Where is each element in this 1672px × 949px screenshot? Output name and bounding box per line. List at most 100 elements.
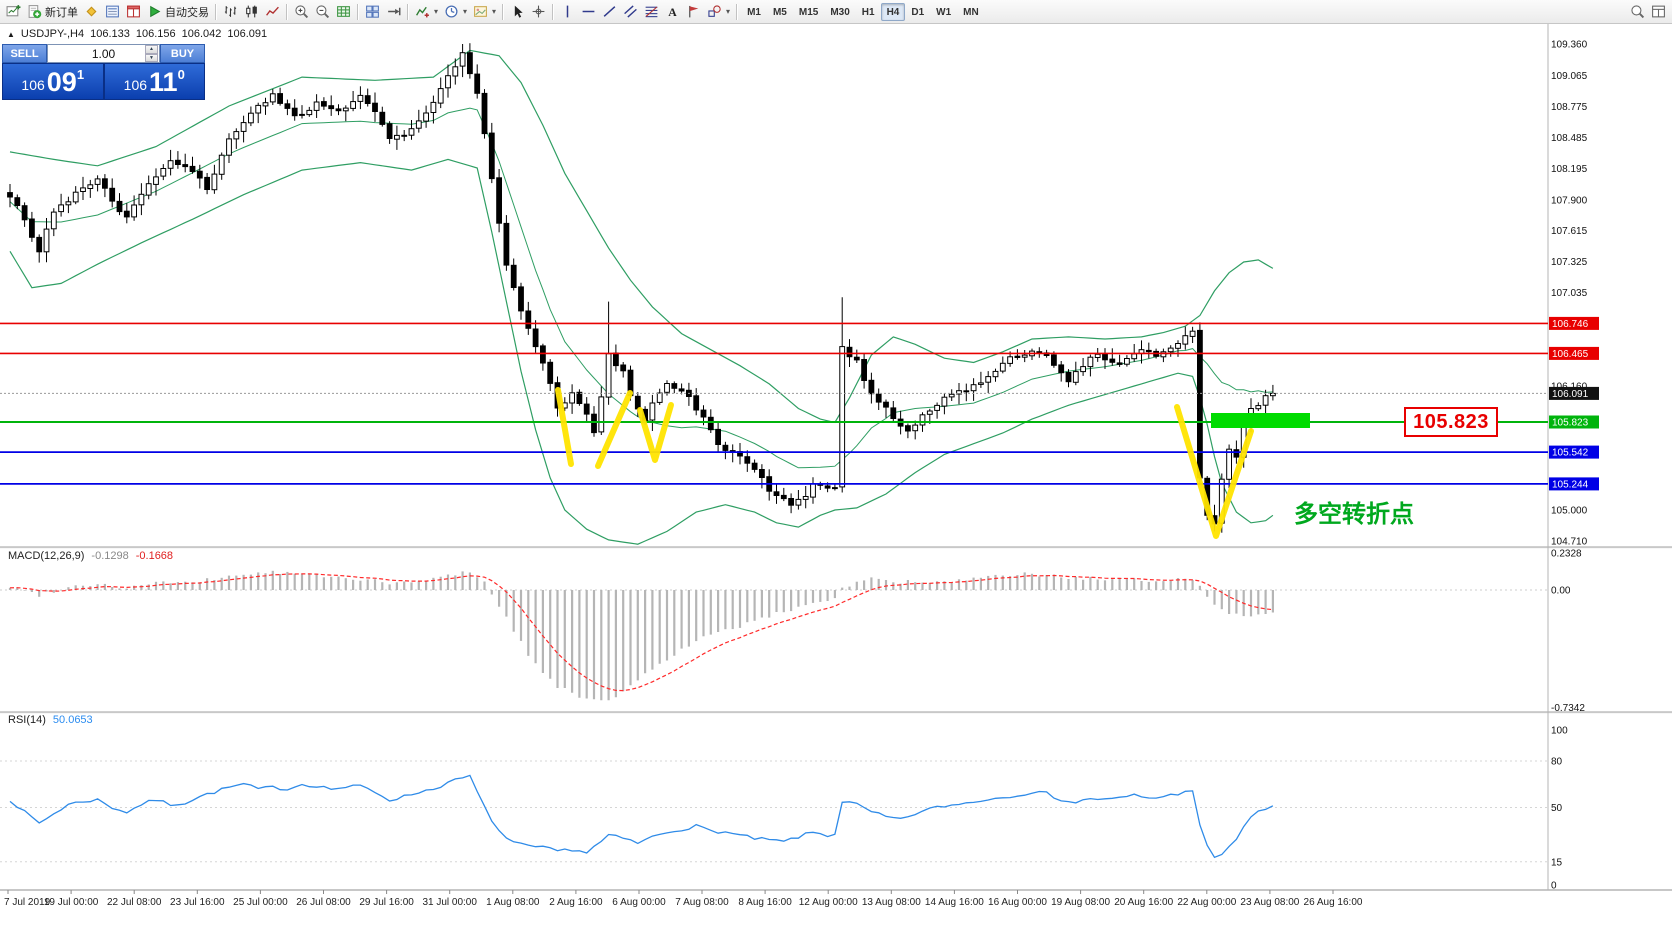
volume-down-button[interactable]: ▼	[145, 53, 158, 62]
svg-text:105.823: 105.823	[1552, 418, 1589, 429]
timeframe-w1-button[interactable]: W1	[930, 3, 957, 21]
layout-icon	[1652, 5, 1665, 18]
market-watch-button[interactable]	[102, 2, 123, 22]
hline-button[interactable]	[578, 2, 599, 22]
price-level-label-box[interactable]: 105.823	[1404, 407, 1498, 437]
svg-text:26 Jul 08:00: 26 Jul 08:00	[296, 897, 351, 908]
timeframe-m15-button[interactable]: M15	[793, 3, 824, 21]
new-chart-icon	[6, 5, 21, 17]
crosshair-icon	[532, 5, 545, 18]
trendline-button[interactable]	[599, 2, 620, 22]
zoom-out-icon	[316, 5, 330, 19]
periods-button[interactable]: ▾	[441, 2, 470, 22]
svg-text:108.195: 108.195	[1551, 164, 1588, 175]
svg-text:0.00: 0.00	[1551, 586, 1571, 597]
channel-button[interactable]	[620, 2, 641, 22]
search-button[interactable]	[1627, 2, 1648, 22]
svg-text:19 Jul 00:00: 19 Jul 00:00	[44, 897, 99, 908]
rsi-line	[9, 774, 1274, 859]
svg-text:7 Jul 2019: 7 Jul 2019	[4, 897, 51, 908]
macd-header: MACD(12,26,9) -0.1298 -0.1668	[8, 550, 173, 562]
volume-up-button[interactable]: ▲	[145, 45, 158, 54]
shapes-button[interactable]: ▾	[704, 2, 733, 22]
timeframe-h4-button[interactable]: H4	[880, 2, 906, 21]
svg-text:23 Jul 16:00: 23 Jul 16:00	[170, 897, 225, 908]
candle-chart-button[interactable]	[241, 2, 262, 22]
fibonacci-button[interactable]	[641, 2, 662, 22]
toolbar-separator	[502, 3, 505, 20]
auto-scroll-button[interactable]	[333, 2, 354, 22]
timeframe-h1-button[interactable]: H1	[856, 3, 881, 21]
svg-text:107.325: 107.325	[1551, 257, 1588, 268]
svg-text:-0.7342: -0.7342	[1551, 703, 1585, 714]
svg-text:108.775: 108.775	[1551, 102, 1588, 113]
toolbar-separator	[286, 3, 288, 20]
price-direction-icon: ▲	[7, 29, 15, 39]
buy-button[interactable]: BUY	[160, 44, 205, 63]
new-order-button[interactable]: 新订单	[24, 2, 81, 22]
svg-text:2 Aug 16:00: 2 Aug 16:00	[549, 897, 603, 908]
timeframe-mn-button[interactable]: MN	[957, 3, 985, 21]
autotrade-button[interactable]: 自动交易	[144, 2, 212, 22]
svg-text:31 Jul 00:00: 31 Jul 00:00	[422, 897, 477, 908]
chart-shift-button[interactable]	[383, 2, 404, 22]
chart-shift-icon	[388, 7, 401, 16]
new-chart-button[interactable]	[3, 2, 24, 22]
layout-button[interactable]	[1648, 2, 1669, 22]
svg-text:0: 0	[1551, 881, 1557, 892]
profiles-button[interactable]	[81, 2, 102, 22]
svg-text:105.542: 105.542	[1552, 448, 1589, 459]
toolbar-separator	[552, 3, 555, 20]
new-order-label: 新订单	[45, 6, 78, 19]
svg-text:108.485: 108.485	[1551, 133, 1588, 144]
hline-icon	[582, 10, 595, 13]
tile-windows-icon	[366, 5, 379, 18]
text-button[interactable]: A	[662, 2, 683, 22]
bar-chart-button[interactable]	[220, 2, 241, 22]
svg-text:6 Aug 00:00: 6 Aug 00:00	[612, 897, 666, 908]
timeframe-m5-button[interactable]: M5	[767, 3, 793, 21]
candle-chart-icon	[246, 5, 257, 18]
volume-field[interactable]: 1.00 ▲ ▼	[47, 44, 160, 63]
sell-price-pips: 09	[46, 67, 77, 98]
crosshair-button[interactable]	[528, 2, 549, 22]
svg-text:107.035: 107.035	[1551, 288, 1588, 299]
data-window-button[interactable]	[123, 2, 144, 22]
macd-signal-line	[9, 573, 1273, 692]
timeframe-d1-button[interactable]: D1	[905, 3, 930, 21]
indicators-button[interactable]: ▾	[412, 2, 441, 22]
turning-point-annotation: 多空转折点	[1294, 501, 1414, 528]
svg-text:14 Aug 16:00: 14 Aug 16:00	[925, 897, 984, 908]
dropdown-arrow-icon: ▾	[434, 7, 439, 16]
one-click-price-row: 106 09 1 106 11 0	[2, 63, 205, 100]
macd-signal-value: -0.1668	[135, 550, 174, 562]
zoom-out-button[interactable]	[312, 2, 333, 22]
horizontal-level-lines[interactable]	[0, 322, 1548, 485]
buy-price-button[interactable]: 106 11 0	[103, 63, 205, 100]
timeframe-m1-button[interactable]: M1	[741, 3, 767, 21]
sell-price-button[interactable]: 106 09 1	[2, 63, 104, 100]
zoom-in-button[interactable]	[291, 2, 312, 22]
svg-text:16 Aug 00:00: 16 Aug 00:00	[988, 897, 1047, 908]
timeframe-m30-button[interactable]: M30	[824, 3, 855, 21]
yellow-annotation-marks[interactable]	[555, 387, 1254, 539]
line-chart-button[interactable]	[262, 2, 283, 22]
price-axis[interactable]: 109.360 109.065 108.775 108.485 108.195 107.9…	[1549, 40, 1599, 548]
ohlc-open: 106.133	[90, 28, 130, 40]
sell-button[interactable]: SELL	[2, 44, 47, 63]
svg-text:25 Jul 00:00: 25 Jul 00:00	[233, 897, 288, 908]
svg-text:12 Aug 00:00: 12 Aug 00:00	[799, 897, 858, 908]
one-click-trading-panel: SELL 1.00 ▲ ▼ BUY 106 09 1 106 11 0	[2, 44, 205, 100]
templates-button[interactable]: ▾	[470, 2, 499, 22]
label-button[interactable]	[683, 2, 704, 22]
cursor-button[interactable]	[507, 2, 528, 22]
svg-text:0.2328: 0.2328	[1551, 548, 1582, 559]
svg-text:104.710: 104.710	[1551, 537, 1588, 548]
vline-button[interactable]	[557, 2, 578, 22]
panel-separators[interactable]	[0, 546, 1672, 891]
highlight-zone-rect[interactable]	[1211, 413, 1310, 428]
auto-scroll-icon	[337, 6, 350, 17]
tile-windows-button[interactable]	[362, 2, 383, 22]
